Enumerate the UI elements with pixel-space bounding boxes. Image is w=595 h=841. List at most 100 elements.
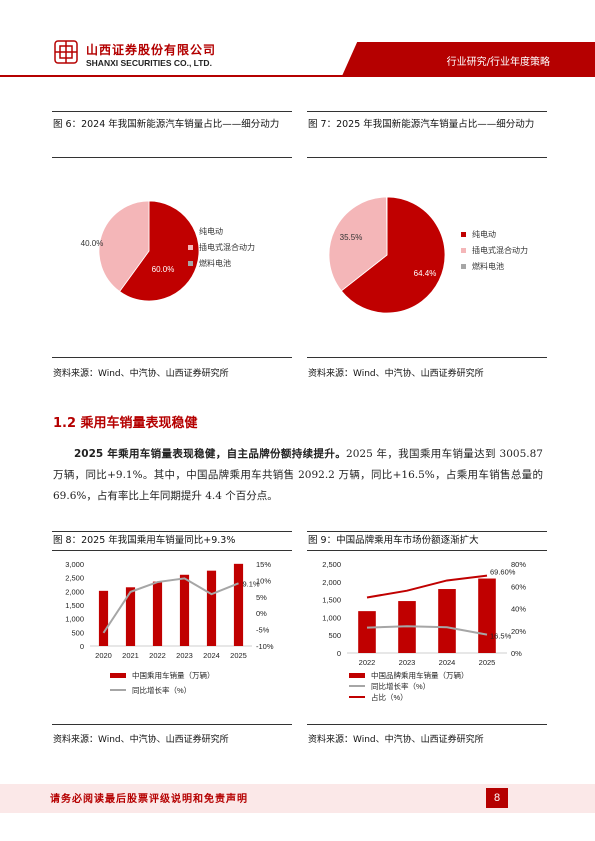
y-right-tick: 40%: [511, 605, 526, 614]
y-left-tick: 1,500: [322, 596, 341, 605]
fig7-bottom-rule: [307, 357, 547, 358]
report-tag: 行业研究/行业年度策略: [446, 57, 550, 68]
fig9-source: 资料来源：Wind、中汽协、山西证券研究所: [308, 735, 484, 745]
y-right-tick: 15%: [256, 560, 271, 569]
legend-label-growth: 同比增长率（%）: [132, 685, 191, 695]
x-tick: 2023: [399, 658, 416, 667]
y-left-tick: 2,000: [322, 578, 341, 587]
y-left-tick: 2,500: [322, 560, 341, 569]
x-tick: 2020: [95, 651, 112, 660]
line-series-1: [366, 574, 488, 599]
fig6-source: 资料来源：Wind、中汽协、山西证券研究所: [53, 369, 229, 379]
fig9-top-rule: [307, 531, 547, 532]
legend-swatch: [188, 229, 193, 234]
y-right-tick: -5%: [256, 626, 270, 635]
header-divider: [0, 75, 595, 77]
fig8-chart: 3,000 2,500 2,000 1,500 1,000 500 0 15% 10% 5% 0% -…: [65, 560, 274, 695]
fig8-source: 资料来源：Wind、中汽协、山西证券研究所: [53, 735, 229, 745]
legend-swatch-bars: [110, 673, 126, 678]
y-right-tick: 60%: [511, 582, 526, 591]
fig7-pie-chart: 64.4% 35.5%: [328, 196, 446, 314]
pie-label-1: 40.0%: [81, 239, 104, 248]
x-tick: 2023: [176, 651, 193, 660]
bar: [152, 581, 163, 646]
line-series-0: [102, 577, 239, 634]
y-right-tick: 10%: [256, 576, 271, 585]
legend-label-bars: 中国乘用车销量（万辆）: [132, 670, 215, 680]
fig6-bottom-rule: [52, 357, 292, 358]
bar: [358, 611, 376, 653]
bar: [206, 570, 217, 646]
fig7-legend-bev: 纯电动: [461, 229, 496, 240]
legend-label-bars: 中国品牌乘用车销量（万辆）: [371, 670, 469, 680]
bar: [98, 590, 109, 646]
section-paragraph: 2025 年乘用车销量表现稳健，自主品牌份额持续提升。2025 年，我国乘用车销…: [53, 444, 543, 507]
data-label: 69.60%: [490, 568, 516, 577]
fig6-top-rule: [52, 111, 292, 112]
legend-swatch: [461, 248, 466, 253]
y-right-tick: 5%: [256, 593, 267, 602]
fig8-top-rule: [52, 531, 292, 532]
legend-swatch-bars: [349, 673, 365, 678]
y-left-tick: 1,500: [65, 601, 84, 610]
x-tick: 2024: [203, 651, 220, 660]
pie-label-0: 60.0%: [152, 265, 175, 274]
company-logo: [54, 40, 78, 64]
fig6-pie-chart: 60.0% 40.0%: [81, 200, 200, 302]
report-tag-bg: [342, 42, 595, 76]
fig7-title-rule: [307, 157, 547, 158]
pie-slice-1: [328, 196, 388, 292]
y-left-tick: 3,000: [65, 560, 84, 569]
y-left-tick: 500: [71, 628, 84, 637]
legend-label-growth: 同比增长率（%）: [371, 681, 430, 691]
section-title: 1.2 乘用车销量表现稳健: [53, 416, 198, 431]
fig8-bottom-rule: [52, 724, 292, 725]
bar: [179, 574, 190, 646]
fig9-title: 图 9：中国品牌乘用车市场份额逐渐扩大: [308, 535, 479, 546]
pie-slice-0: [340, 196, 446, 314]
y-right-tick: 0%: [511, 649, 522, 658]
fig6-title: 图 6：2024 年我国新能源汽车销量占比——细分动力: [53, 119, 280, 130]
data-label: 9.1%: [243, 579, 260, 588]
para-lead: 2025 年乘用车销量表现稳健，自主品牌份额持续提升。: [74, 448, 347, 460]
fig7-title: 图 7：2025 年我国新能源汽车销量占比——细分动力: [308, 119, 535, 130]
pie-slice-0: [119, 200, 200, 302]
legend-swatch: [188, 261, 193, 266]
pie-label-1: 35.5%: [340, 233, 363, 242]
fig6-legend-phev: 插电式混合动力: [188, 242, 255, 253]
legend-swatch: [461, 264, 466, 269]
y-left-tick: 2,500: [65, 574, 84, 583]
y-right-tick: 0%: [256, 609, 267, 618]
line-series-0: [366, 625, 488, 636]
x-tick: 2022: [149, 651, 166, 660]
y-right-tick: 20%: [511, 627, 526, 636]
company-name-cn: 山西证券股份有限公司: [86, 43, 217, 57]
fig8-title-rule: [52, 550, 292, 551]
fig7-legend-phev: 插电式混合动力: [461, 245, 528, 256]
fig6-legend-bev: 纯电动: [188, 226, 223, 237]
y-left-tick: 2,000: [65, 587, 84, 596]
fig9-chart: 2,500 2,000 1,500 1,000 500 0 80% 60% 40% 20% 0% 20…: [322, 560, 526, 702]
fig8-title: 图 8：2025 年我国乘用车销量同比+9.3%: [53, 535, 236, 546]
y-left-tick: 0: [337, 649, 341, 658]
fig7-legend-fcev: 燃料电池: [461, 261, 504, 272]
fig9-title-rule: [307, 550, 547, 551]
legend-label-share: 占比（%）: [371, 692, 408, 702]
footer-disclaimer: 请务必阅读最后股票评级说明和免责声明: [50, 794, 248, 805]
y-right-tick: 80%: [511, 560, 526, 569]
bar: [438, 589, 456, 653]
x-tick: 2025: [230, 651, 247, 660]
y-left-tick: 1,000: [322, 613, 341, 622]
fig7-top-rule: [307, 111, 547, 112]
y-left-tick: 1,000: [65, 615, 84, 624]
bar: [233, 563, 244, 646]
fig7-source: 资料来源：Wind、中汽协、山西证券研究所: [308, 369, 484, 379]
para-body: 2025 年，我国乘用车销量达到 3005.87 万辆，同比+9.1%。其中，中…: [53, 448, 543, 502]
x-tick: 2025: [479, 658, 496, 667]
fig6-title-rule: [52, 157, 292, 158]
legend-swatch: [461, 232, 466, 237]
y-left-tick: 0: [80, 642, 84, 651]
x-tick: 2024: [439, 658, 456, 667]
company-name-en: SHANXI SECURITIES CO., LTD.: [86, 58, 212, 68]
pie-label-0: 64.4%: [414, 269, 437, 278]
